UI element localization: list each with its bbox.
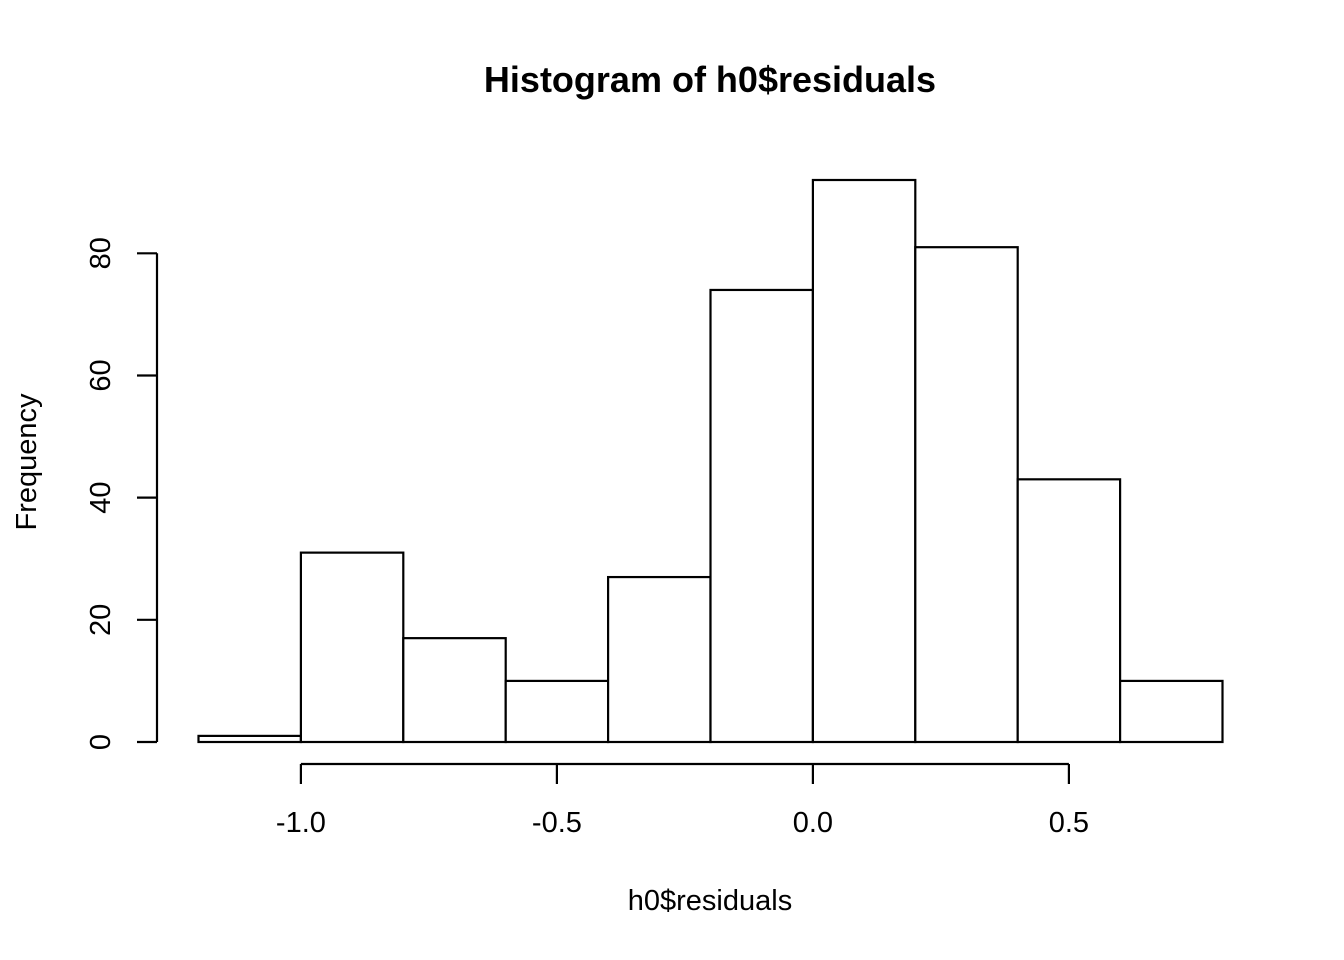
histogram-bar (811, 178, 917, 744)
histogram-bar (709, 288, 815, 744)
x-tick-label: -0.5 (532, 807, 582, 839)
y-tick-label: 60 (85, 359, 117, 391)
y-axis-title: Frequency (11, 393, 43, 531)
histogram-bar (1016, 478, 1122, 744)
y-tick-label: 20 (85, 604, 117, 636)
x-tick-label: -1.0 (276, 807, 326, 839)
y-tick-label: 80 (85, 237, 117, 269)
chart-title: Histogram of h0$residuals (484, 59, 936, 100)
y-axis: 0 20 40 60 80 (85, 237, 159, 750)
histogram-bar (197, 734, 303, 744)
x-tick-label: 0.0 (793, 807, 833, 839)
histogram-bar (914, 246, 1019, 744)
bars-group (197, 178, 1224, 744)
x-tick-label: 0.5 (1049, 807, 1089, 839)
x-axis: -1.0 -0.5 0.0 0.5 (276, 762, 1089, 839)
histogram-bar (1118, 679, 1224, 744)
histogram-bar (402, 637, 507, 744)
histogram-bar (606, 575, 712, 744)
y-tick-label: 40 (85, 482, 117, 514)
histogram-bar (299, 551, 405, 744)
x-axis-title: h0$residuals (628, 885, 792, 917)
y-tick-label: 0 (85, 734, 117, 750)
histogram-bar (504, 679, 610, 744)
